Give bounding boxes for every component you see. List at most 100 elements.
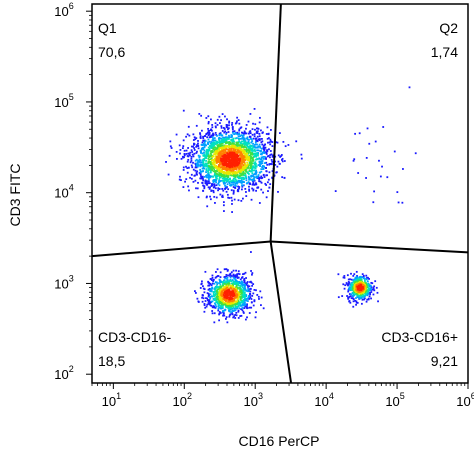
data-point [186, 160, 189, 163]
data-point [235, 181, 238, 184]
data-point [344, 284, 347, 287]
data-point [225, 145, 228, 148]
data-point [209, 296, 212, 298]
data-point [353, 273, 356, 276]
data-point [226, 118, 228, 121]
data-point [220, 145, 223, 147]
data-point [195, 187, 197, 190]
data-point [228, 124, 230, 127]
data-point [238, 177, 240, 180]
data-point [374, 280, 377, 283]
data-point [211, 124, 214, 126]
data-point [218, 297, 221, 300]
data-point [353, 158, 356, 161]
data-point [223, 292, 226, 295]
data-point [242, 312, 245, 314]
data-point [245, 303, 248, 306]
data-point [352, 279, 355, 282]
data-point [213, 139, 216, 142]
data-point [245, 299, 248, 302]
data-point [218, 167, 221, 170]
data-point [194, 162, 197, 165]
data-point [226, 152, 229, 155]
data-point [206, 149, 209, 152]
data-point [210, 145, 213, 147]
data-point [216, 298, 219, 301]
data-point [193, 174, 196, 177]
data-point [219, 271, 222, 274]
data-point [223, 165, 226, 168]
data-point [220, 174, 223, 177]
data-point [360, 302, 363, 305]
data-point [253, 288, 256, 291]
data-point [234, 294, 237, 297]
data-point [224, 304, 227, 307]
data-point [247, 175, 250, 178]
data-point [226, 137, 229, 140]
data-point [230, 161, 233, 164]
data-point [250, 152, 253, 155]
data-point [221, 150, 224, 153]
data-point [370, 281, 373, 284]
data-point [234, 164, 237, 167]
data-point [220, 148, 223, 151]
data-point [245, 295, 248, 298]
data-point [247, 290, 250, 293]
data-point [203, 158, 206, 160]
data-point [269, 143, 272, 146]
data-point [225, 306, 228, 308]
data-point [167, 173, 170, 176]
data-point [210, 189, 213, 192]
data-point [192, 168, 195, 171]
data-point [363, 295, 366, 297]
data-point [219, 147, 222, 149]
data-point [227, 282, 230, 285]
data-point [260, 141, 263, 144]
data-point [197, 140, 199, 142]
data-point [236, 142, 239, 145]
data-point [206, 292, 209, 295]
data-point [207, 280, 210, 283]
data-point [238, 147, 241, 149]
data-point [237, 299, 240, 302]
data-point [179, 148, 182, 151]
data-point [215, 292, 217, 295]
data-point [223, 288, 226, 291]
data-point [183, 156, 185, 159]
data-point [220, 304, 223, 307]
data-point [213, 185, 216, 188]
data-point [300, 153, 303, 156]
data-point [213, 282, 216, 285]
data-point [202, 179, 205, 182]
data-point [252, 292, 255, 295]
data-point [242, 299, 245, 301]
data-point [212, 137, 214, 140]
data-point [350, 278, 353, 281]
data-point [255, 158, 257, 161]
data-point [248, 177, 251, 180]
data-point [207, 122, 210, 125]
data-point [209, 297, 212, 300]
data-point [213, 183, 216, 186]
data-point [234, 176, 237, 178]
data-point [237, 135, 240, 138]
data-point [228, 153, 230, 156]
data-point [210, 162, 212, 164]
data-point [210, 142, 213, 145]
plot-frame [91, 3, 469, 384]
data-point [208, 147, 211, 150]
data-point [216, 142, 219, 145]
data-point [271, 170, 274, 172]
data-point [249, 158, 252, 161]
data-point [232, 173, 235, 176]
data-point [251, 133, 254, 136]
data-point [241, 163, 244, 165]
data-point [218, 304, 221, 307]
data-point [268, 148, 270, 151]
data-point [203, 153, 206, 156]
data-point [216, 169, 219, 172]
data-point [359, 285, 361, 288]
data-point [202, 144, 205, 146]
data-point [226, 159, 228, 162]
data-point [238, 167, 241, 170]
